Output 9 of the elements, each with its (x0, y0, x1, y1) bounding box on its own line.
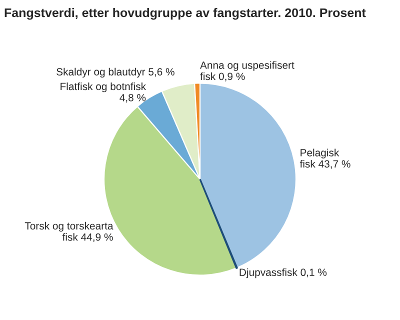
slice-label: Djupvassfisk 0,1 % (240, 268, 327, 278)
slice-label: Skaldyr og blautdyr 5,6 % (56, 68, 174, 78)
slice-label: Pelagisk fisk 43,7 % (300, 148, 350, 169)
pie-slice (199, 178, 238, 269)
chart-title: Fangstverdi, etter hovudgruppe av fangstarter. 2010. Prosent (4, 8, 366, 20)
slice-label: Anna og uspesifisert fisk 0,9 % (200, 61, 294, 82)
data-label: 4,8 % (120, 94, 146, 103)
slice-label: Torsk og torskearta fisk 44,9 % (24, 222, 114, 242)
slice-label: Flatfisk og botnfisk (60, 82, 146, 92)
